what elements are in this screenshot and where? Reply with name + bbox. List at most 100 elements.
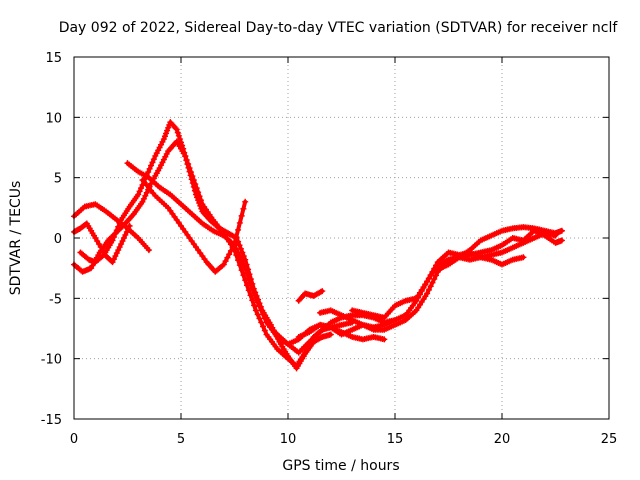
series-point (113, 227, 120, 234)
axis-ticks (73, 56, 610, 420)
series-satellite-track-10 (434, 224, 565, 273)
series-point (163, 130, 170, 137)
series-point (172, 125, 179, 132)
series-point (109, 259, 116, 266)
series-point (226, 251, 233, 258)
series-point (171, 213, 178, 220)
series-satellite-track-12 (295, 288, 326, 304)
series-point (242, 265, 249, 272)
series-point (251, 302, 258, 309)
series-point (425, 286, 432, 293)
series-point (238, 212, 245, 219)
series-point (233, 233, 240, 240)
series-point (125, 225, 132, 232)
series-point (424, 290, 431, 297)
series-point (120, 235, 127, 241)
x-axis-label: GPS time / hours (282, 458, 399, 474)
series-point (175, 219, 182, 226)
series-point (429, 279, 436, 286)
series-point (138, 185, 145, 192)
series-point (260, 311, 267, 318)
series-point (243, 282, 250, 289)
series-point (319, 288, 326, 295)
series-point (194, 194, 201, 201)
series-point (148, 162, 155, 169)
series-point (231, 241, 238, 248)
x-tick-label: 25 (601, 432, 618, 447)
series-point (110, 233, 117, 240)
series-point (116, 244, 123, 251)
series-point (427, 272, 434, 279)
series-point (247, 280, 254, 287)
series-point (182, 228, 189, 235)
series-point (381, 336, 388, 343)
series-point (198, 205, 205, 212)
y-axis-label: SDTVAR / TECUs (8, 181, 24, 296)
x-tick-labels: 0 5 10 15 20 25 (70, 432, 617, 447)
series-point (227, 247, 234, 254)
series-point (164, 127, 171, 134)
series-point (256, 303, 263, 310)
series-point (126, 222, 133, 229)
series-point (146, 165, 153, 172)
series-satellite-track-6 (139, 177, 249, 275)
series-point (115, 247, 122, 254)
x-tick-label: 10 (280, 432, 297, 447)
series-point (558, 227, 565, 234)
series-point (115, 223, 122, 230)
x-tick-label: 5 (177, 432, 185, 447)
series-point (433, 262, 440, 269)
series-point (135, 191, 142, 198)
series-point (178, 222, 184, 229)
series-point (178, 139, 184, 146)
series-point (195, 197, 202, 204)
series-point (186, 235, 193, 241)
series-point (161, 133, 168, 140)
series-point (224, 254, 231, 261)
series-point (149, 159, 156, 166)
series-point (220, 261, 227, 268)
series-point (260, 323, 267, 330)
series-point (424, 278, 431, 285)
series-point (327, 331, 334, 338)
series-point (139, 198, 146, 205)
series-point (180, 145, 187, 152)
series-point (160, 136, 167, 143)
series-point (201, 256, 208, 263)
series-point (192, 244, 199, 251)
y-tick-labels: -15 -10 -5 0 5 10 15 (41, 51, 62, 428)
series-point (184, 160, 191, 167)
series-point (191, 187, 198, 194)
chart-title: Day 092 of 2022, Sidereal Day-to-day VTE… (59, 20, 619, 36)
series-point (196, 200, 203, 207)
series-point (109, 237, 116, 244)
series-point (113, 250, 120, 257)
series-satellite-track-4 (77, 119, 334, 372)
series-point (173, 216, 180, 223)
series-point (181, 149, 188, 156)
series-point (94, 238, 101, 245)
series-point (195, 247, 202, 254)
series-point (145, 247, 152, 254)
series-point (252, 295, 259, 302)
series-point (520, 254, 527, 261)
series-point (242, 277, 249, 284)
series-point (258, 319, 265, 326)
grid-lines (74, 57, 609, 419)
series-point (123, 228, 130, 235)
data-series (71, 119, 565, 372)
series-point (140, 195, 147, 202)
series-point (110, 256, 117, 263)
series-point (258, 307, 265, 314)
y-tick-label: 10 (45, 111, 62, 126)
series-point (122, 231, 129, 238)
series-point (245, 275, 252, 282)
series-point (199, 253, 206, 260)
series-point (252, 307, 259, 314)
series-point (429, 268, 436, 275)
y-tick-label: -5 (49, 292, 62, 307)
series-point (143, 189, 150, 196)
series-point (180, 225, 187, 232)
series-point (558, 237, 565, 244)
